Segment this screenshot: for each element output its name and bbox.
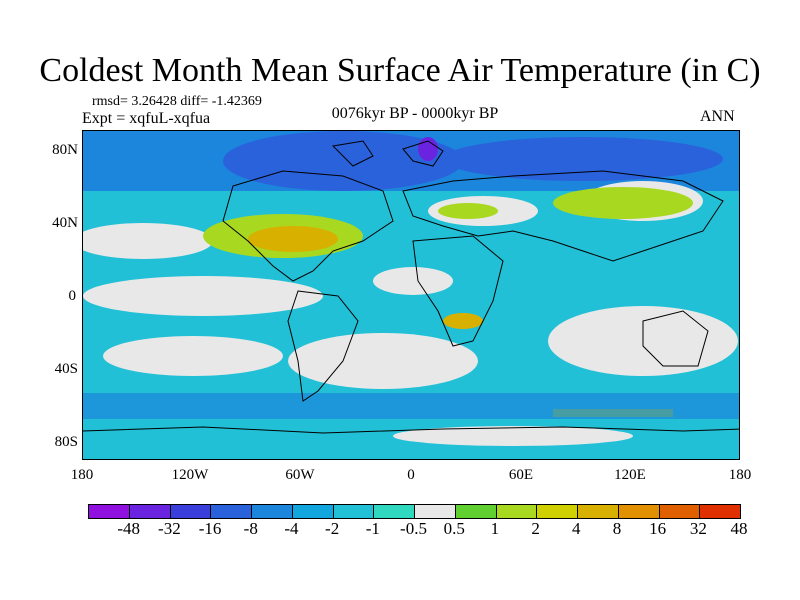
experiment-label: Expt = xqfuL-xqfua	[82, 110, 211, 127]
y-tick-40N: 40N	[52, 215, 78, 231]
colorbar-swatch-5	[292, 505, 334, 518]
colorbar-label-4: -4	[284, 519, 299, 538]
colorbar-swatch-6	[333, 505, 375, 518]
colorbar-label-10: 2	[531, 519, 540, 538]
coast-australia	[642, 310, 709, 367]
colorbar-label-2: -16	[198, 519, 222, 538]
colorbar-label-15: 48	[730, 519, 748, 538]
colorbar-swatch-11	[537, 505, 578, 518]
x-tick-0: 0	[407, 467, 415, 483]
colorbar-label-11: 4	[572, 519, 581, 538]
x-tick-60W: 60W	[285, 467, 315, 483]
period-label: 0076kyr BP - 0000kyr BP	[331, 105, 499, 122]
neutral-tropical-atlantic	[373, 267, 453, 295]
colorbar-swatch-4	[252, 505, 293, 518]
colorbar-label-14: 32	[689, 519, 707, 538]
colorbar-swatch-7	[374, 505, 415, 518]
x-tick-60E: 60E	[508, 467, 534, 483]
colorbar-swatch-8	[415, 505, 456, 518]
colorbar	[88, 504, 741, 519]
colorbar-swatch-15	[700, 505, 740, 518]
colorbar-label-6: -1	[365, 519, 380, 538]
colorbar-swatch-14	[659, 505, 701, 518]
colorbar-swatch-2	[170, 505, 212, 518]
neutral-south-pacific	[103, 336, 283, 376]
colorbar-swatch-12	[578, 505, 619, 518]
coast-africa	[412, 235, 504, 347]
coast-south-america	[287, 290, 359, 402]
colorbar-label-5: -2	[325, 519, 340, 538]
neutral-east-antarctica	[393, 426, 633, 446]
rmsd-diff-stats: rmsd= 3.26428 diff= -1.42369	[92, 94, 262, 109]
temperature-anomaly-map	[82, 130, 740, 460]
colorbar-label-3: -8	[243, 519, 258, 538]
map-title: Coldest Month Mean Surface Air Temperatu…	[39, 52, 761, 89]
coast-north-america	[222, 170, 394, 282]
siberia-cold-anomaly	[443, 137, 723, 181]
warm-anomaly-central-asia	[553, 187, 693, 219]
colorbar-swatch-10	[496, 505, 538, 518]
colorbar-swatch-9	[455, 505, 497, 518]
colorbar-label-9: 1	[490, 519, 500, 538]
season-label: ANN	[700, 108, 735, 125]
colorbar-swatch-1	[129, 505, 171, 518]
colorbar-label-13: 16	[649, 519, 667, 538]
colorbar-label-12: 8	[612, 519, 622, 538]
x-tick-180-left: 180	[70, 467, 94, 483]
neutral-north-pacific	[83, 223, 213, 259]
map-canvas	[83, 131, 739, 459]
neutral-tropical-pacific	[83, 276, 323, 316]
y-tick-80N: 80N	[52, 142, 78, 158]
coast-greenland	[331, 140, 374, 167]
warm-anomaly-europe	[438, 203, 498, 219]
x-tick-180-right: 180	[728, 467, 752, 483]
y-tick-0: 0	[68, 288, 77, 304]
colorbar-label-0: -48	[117, 519, 141, 538]
colorbar-label-7: -0.5	[400, 519, 427, 538]
y-tick-40S: 40S	[54, 361, 78, 377]
colorbar-label-8: 0.5	[443, 519, 465, 538]
coast-antarctica	[83, 426, 739, 434]
colorbar-swatch-13	[618, 505, 660, 518]
y-tick-80S: 80S	[54, 434, 78, 450]
coastlines	[83, 140, 739, 434]
colorbar-swatch-0	[89, 505, 130, 518]
coast-eurasia	[402, 170, 724, 262]
southern-ocean-cold-band	[83, 393, 739, 419]
strong-warm-north-america	[248, 226, 338, 252]
x-tick-120E: 120E	[614, 467, 646, 483]
warm-anomaly-southern-africa	[443, 313, 483, 329]
neutral-south-atlantic	[288, 333, 478, 389]
x-tick-120W: 120W	[171, 467, 209, 483]
colorbar-swatch-3	[211, 505, 252, 518]
coast-scandinavia	[402, 140, 444, 167]
colorbar-label-1: -32	[158, 519, 181, 538]
north-america-cold-anomaly	[223, 131, 463, 191]
